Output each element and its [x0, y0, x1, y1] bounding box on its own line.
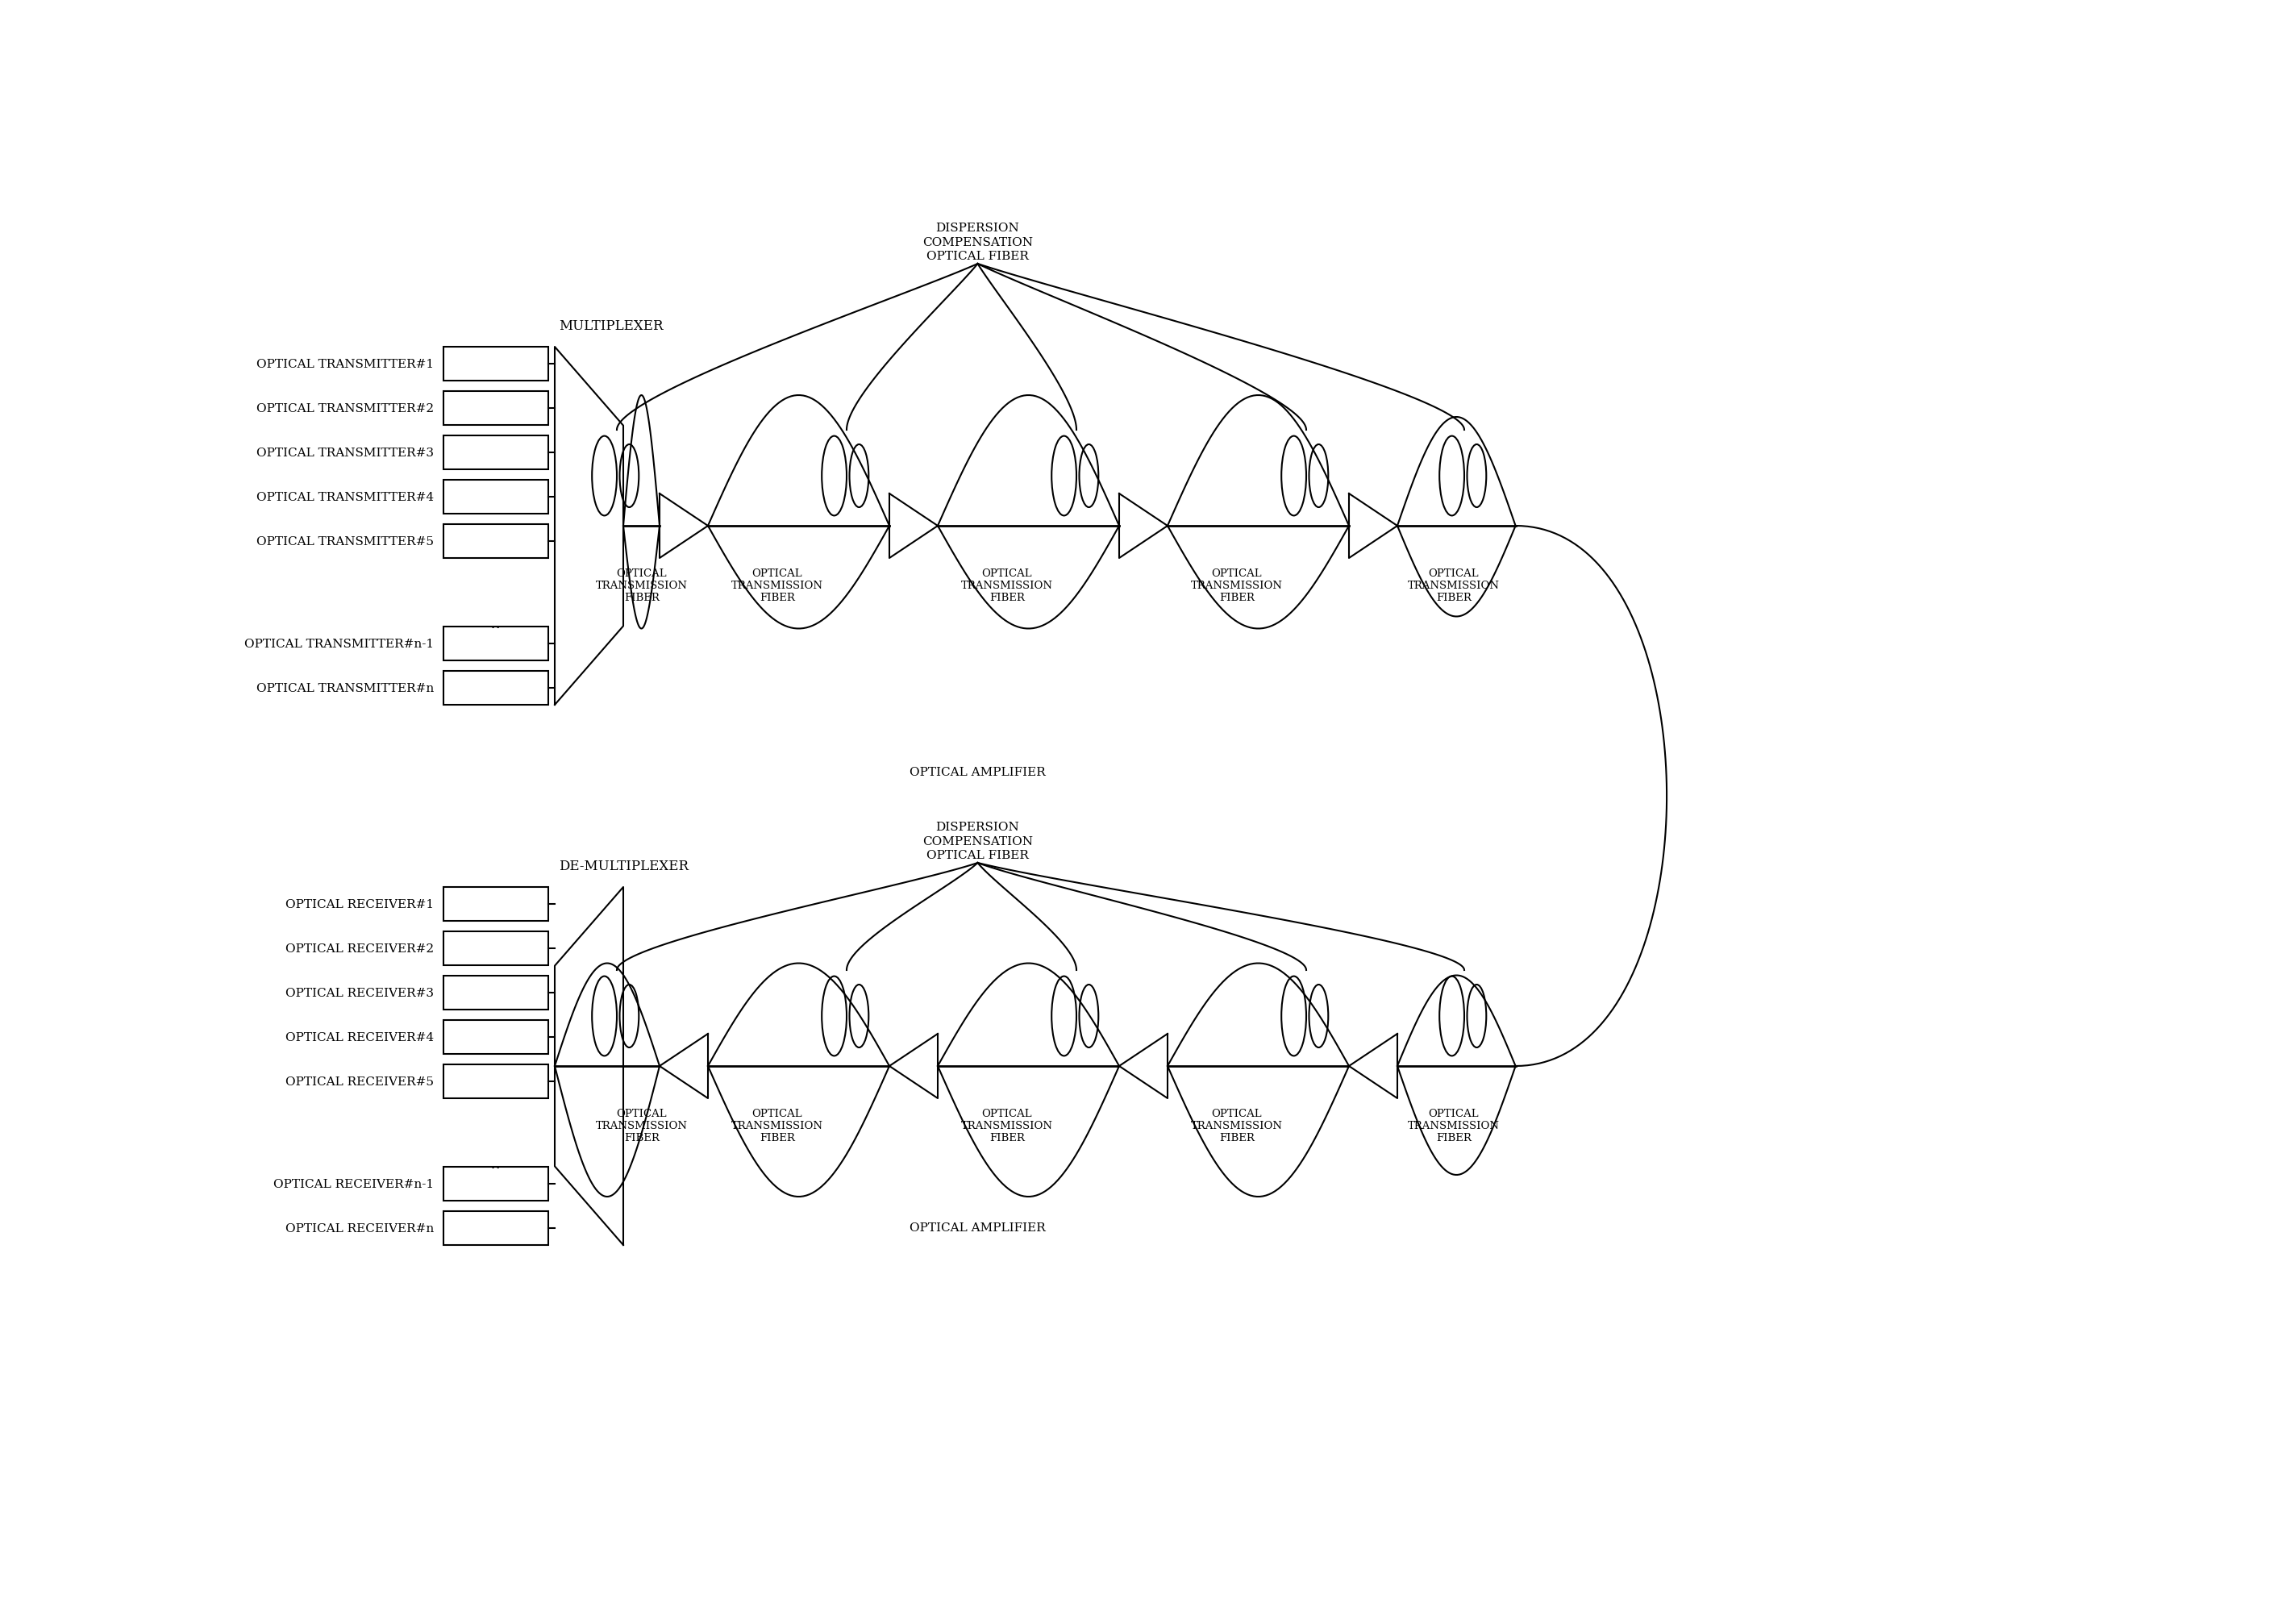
Text: OPTICAL TRANSMITTER#1: OPTICAL TRANSMITTER#1 [257, 359, 434, 370]
Text: OPTICAL TRANSMITTER#3: OPTICAL TRANSMITTER#3 [257, 447, 434, 458]
Bar [443, 1020, 548, 1054]
Bar [443, 1168, 548, 1200]
Text: DISPERSION
COMPENSATION
OPTICAL FIBER: DISPERSION COMPENSATION OPTICAL FIBER [923, 222, 1032, 261]
Text: OPTICAL
TRANSMISSION
FIBER: OPTICAL TRANSMISSION FIBER [732, 1108, 823, 1143]
Text: OPTICAL RECEIVER#n-1: OPTICAL RECEIVER#n-1 [273, 1179, 434, 1190]
Text: DISPERSION
COMPENSATION
OPTICAL FIBER: DISPERSION COMPENSATION OPTICAL FIBER [923, 822, 1032, 861]
Text: OPTICAL
TRANSMISSION
FIBER: OPTICAL TRANSMISSION FIBER [1407, 1108, 1500, 1143]
Text: OPTICAL
TRANSMISSION
FIBER: OPTICAL TRANSMISSION FIBER [961, 568, 1052, 603]
Text: OPTICAL
TRANSMISSION
FIBER: OPTICAL TRANSMISSION FIBER [1407, 568, 1500, 603]
Text: OPTICAL RECEIVER#n: OPTICAL RECEIVER#n [284, 1223, 434, 1234]
Text: OPTICAL AMPLIFIER: OPTICAL AMPLIFIER [909, 1221, 1046, 1233]
Text: OPTICAL RECEIVER#4: OPTICAL RECEIVER#4 [286, 1031, 434, 1043]
Text: OPTICAL
TRANSMISSION
FIBER: OPTICAL TRANSMISSION FIBER [1191, 568, 1282, 603]
Text: MULTIPLEXER: MULTIPLEXER [559, 320, 664, 333]
Text: OPTICAL
TRANSMISSION
FIBER: OPTICAL TRANSMISSION FIBER [1191, 1108, 1282, 1143]
Text: ..: .. [491, 1155, 502, 1173]
Bar [443, 932, 548, 966]
Text: OPTICAL TRANSMITTER#n: OPTICAL TRANSMITTER#n [257, 682, 434, 693]
Text: OPTICAL AMPLIFIER: OPTICAL AMPLIFIER [909, 767, 1046, 778]
Bar [443, 435, 548, 469]
Bar [443, 481, 548, 515]
Bar [443, 627, 548, 661]
Bar [443, 887, 548, 921]
Text: OPTICAL RECEIVER#5: OPTICAL RECEIVER#5 [286, 1077, 434, 1086]
Text: OPTICAL
TRANSMISSION
FIBER: OPTICAL TRANSMISSION FIBER [596, 1108, 686, 1143]
Text: OPTICAL
TRANSMISSION
FIBER: OPTICAL TRANSMISSION FIBER [596, 568, 686, 603]
Bar [443, 348, 548, 382]
Bar [443, 1065, 548, 1098]
Text: DE-MULTIPLEXER: DE-MULTIPLEXER [559, 859, 689, 872]
Text: OPTICAL TRANSMITTER#5: OPTICAL TRANSMITTER#5 [257, 536, 434, 547]
Text: OPTICAL
TRANSMISSION
FIBER: OPTICAL TRANSMISSION FIBER [961, 1108, 1052, 1143]
Bar [443, 391, 548, 425]
Text: OPTICAL TRANSMITTER#2: OPTICAL TRANSMITTER#2 [257, 403, 434, 414]
Bar [443, 976, 548, 1010]
Text: OPTICAL TRANSMITTER#4: OPTICAL TRANSMITTER#4 [257, 492, 434, 503]
Bar [443, 671, 548, 705]
Text: OPTICAL TRANSMITTER#n-1: OPTICAL TRANSMITTER#n-1 [243, 638, 434, 650]
Bar [443, 1212, 548, 1246]
Text: OPTICAL RECEIVER#1: OPTICAL RECEIVER#1 [286, 898, 434, 909]
Text: OPTICAL RECEIVER#2: OPTICAL RECEIVER#2 [286, 944, 434, 955]
Text: OPTICAL
TRANSMISSION
FIBER: OPTICAL TRANSMISSION FIBER [732, 568, 823, 603]
Bar [443, 525, 548, 559]
Text: OPTICAL RECEIVER#3: OPTICAL RECEIVER#3 [286, 987, 434, 999]
Text: ..: .. [491, 614, 502, 632]
